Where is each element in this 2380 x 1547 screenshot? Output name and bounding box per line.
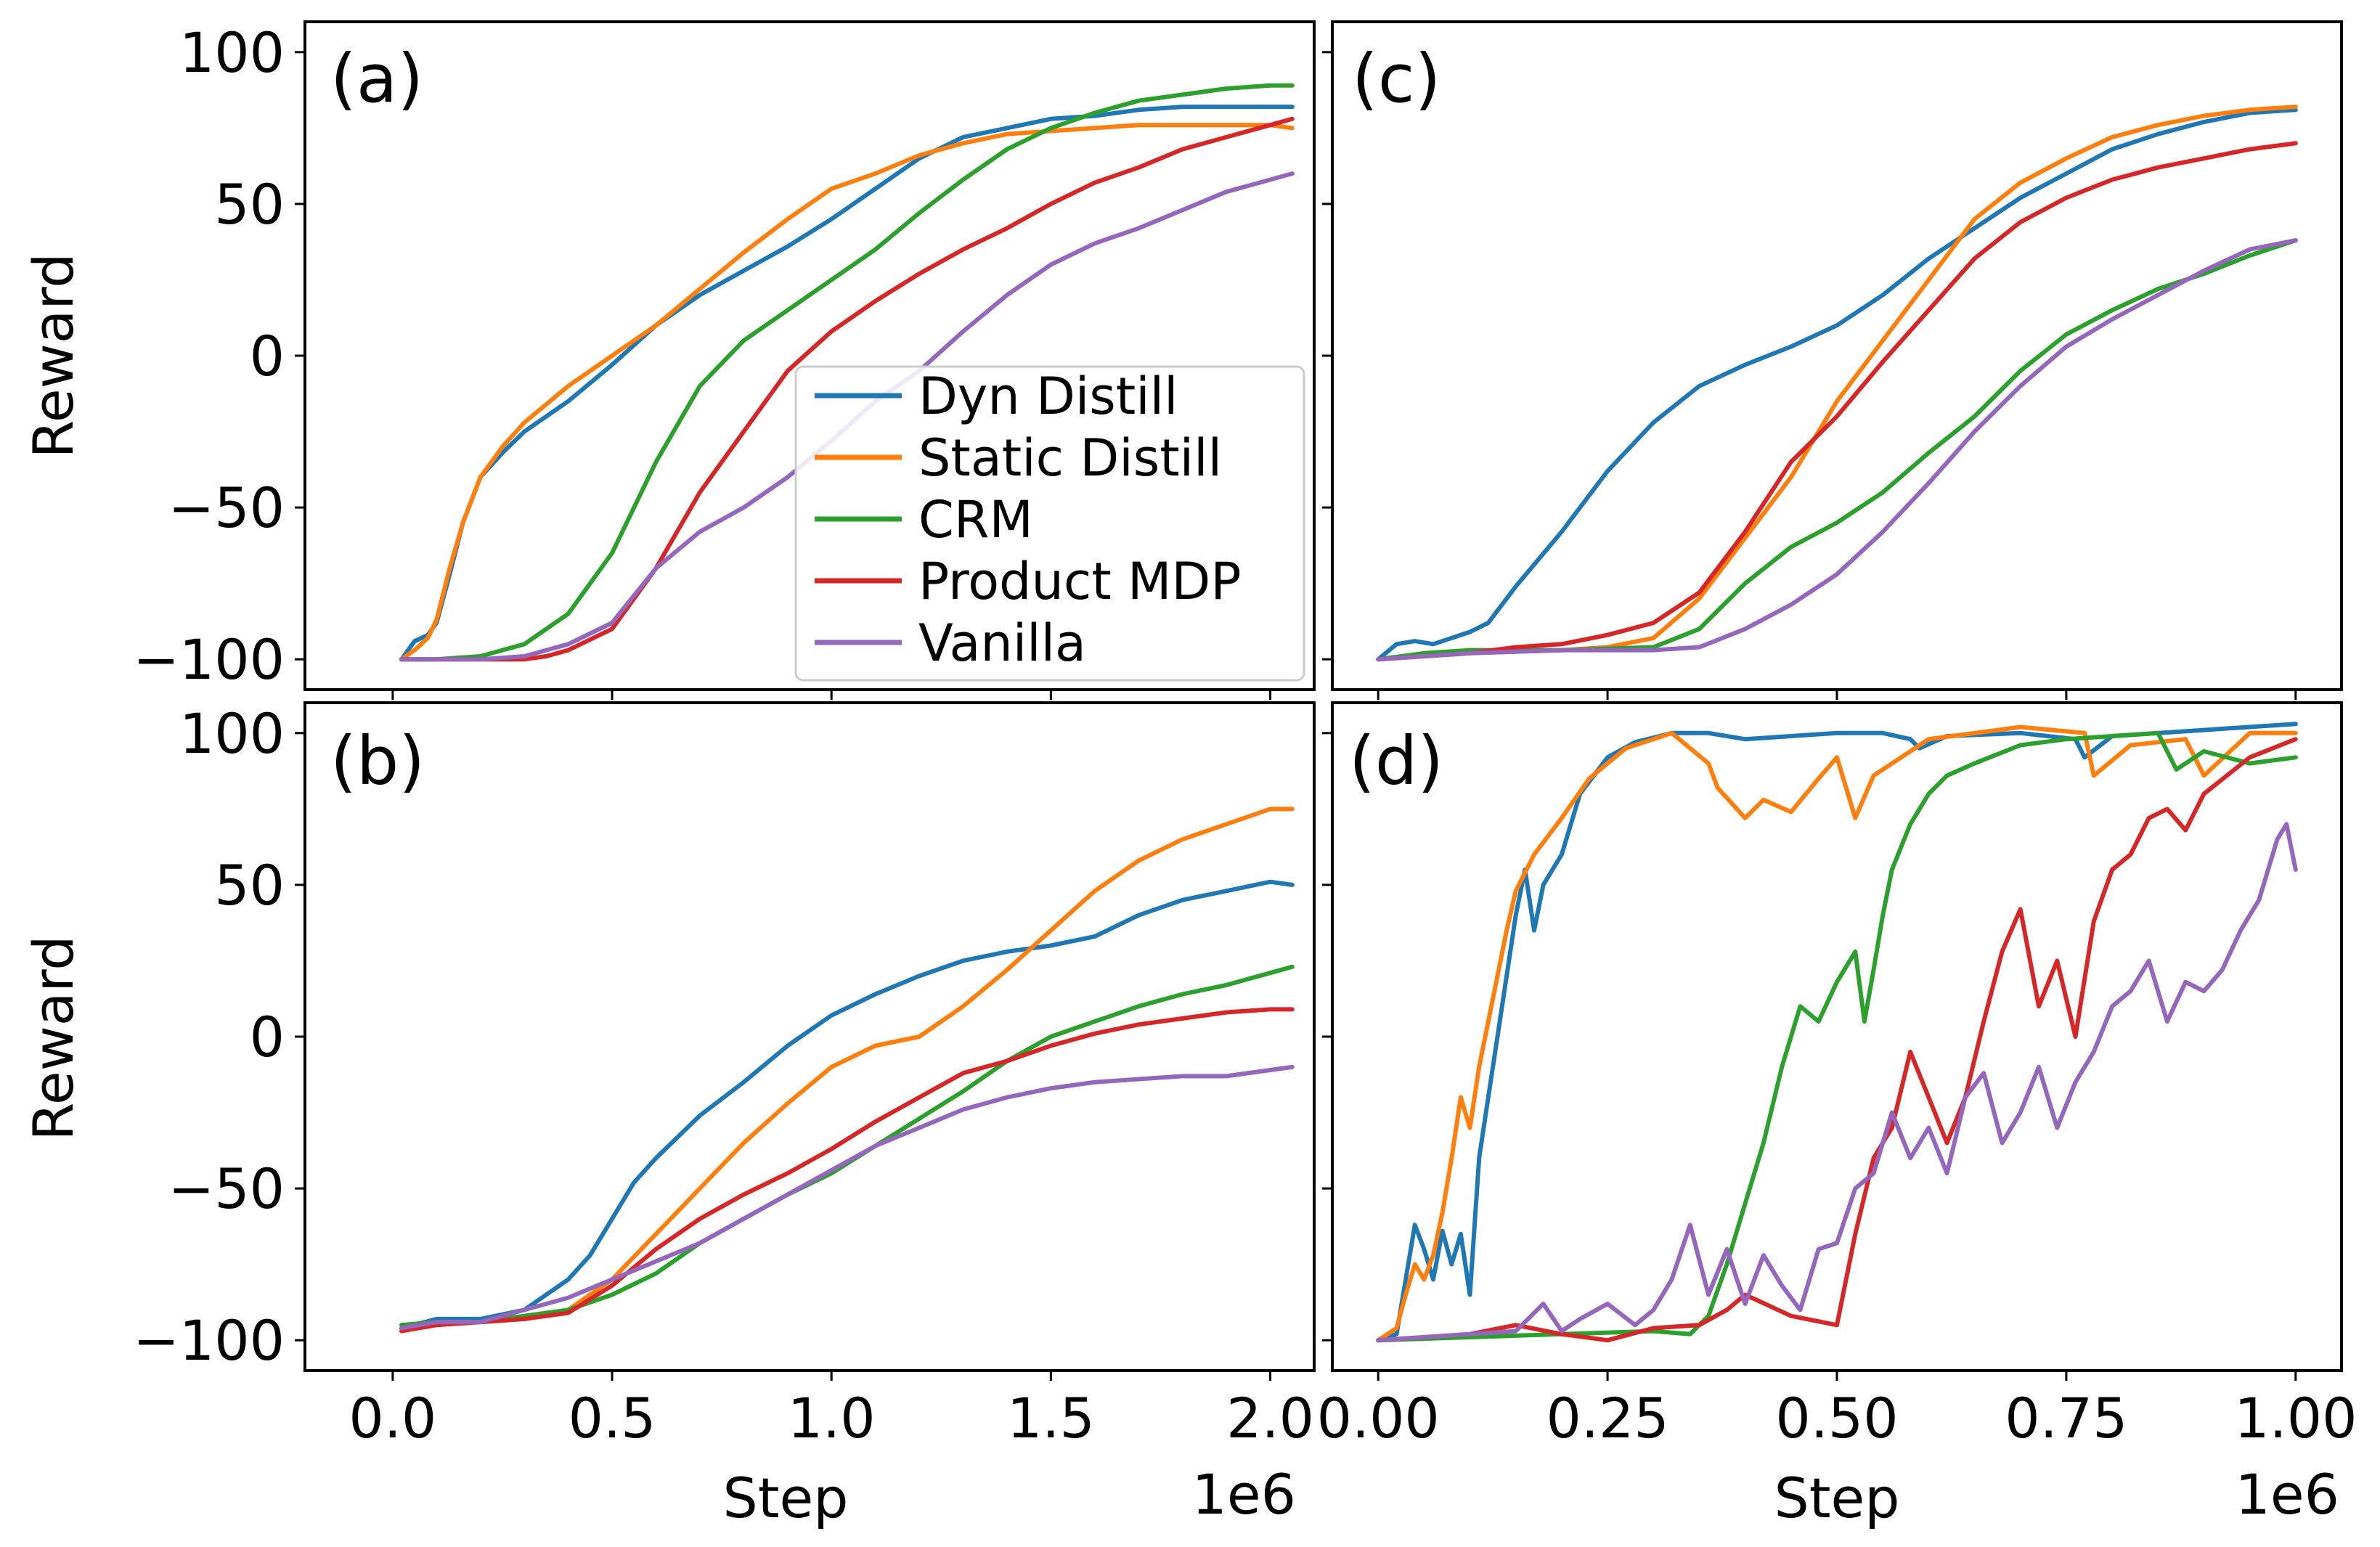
legend-label: CRM: [918, 490, 1033, 550]
x-tick-label: 1.5: [1007, 1386, 1095, 1450]
panel-b-label: (b): [330, 722, 425, 800]
panel-d: 0.00 0.25 0.50 0.75 1.00 (d) Step 1e6: [1317, 701, 2357, 1530]
series-line-vanilla: [1376, 238, 2298, 662]
x-tick-label: 0.5: [568, 1386, 656, 1450]
legend: Dyn Distill Static Distill CRM Product M…: [794, 365, 1305, 682]
y-tick-label: 50: [214, 853, 285, 918]
x-tick-label: 0.75: [2005, 1386, 2127, 1450]
x-tick-label: 2.0: [1226, 1386, 1314, 1450]
y-tick-label: 50: [214, 172, 285, 237]
panel-a-label: (a): [330, 40, 423, 118]
series-line-product-mdp: [399, 1007, 1295, 1334]
series-line-product-mdp: [399, 116, 1295, 662]
legend-label: Vanilla: [918, 613, 1086, 673]
legend-label: Dyn Distill: [918, 367, 1178, 426]
panel-c: (c): [1322, 20, 2343, 700]
series-line-dyn-distill: [1376, 107, 2298, 662]
series-line-dyn-distill: [399, 879, 1295, 1331]
x-tick-label: 1.00: [2234, 1386, 2357, 1450]
legend-label: Static Distill: [918, 428, 1222, 488]
y-tick-label: −100: [133, 627, 285, 692]
y-tick-label: 0: [250, 1005, 285, 1069]
y-tick-label: −100: [133, 1308, 285, 1373]
series-line-crm: [399, 83, 1295, 662]
legend-label: Product MDP: [918, 552, 1242, 611]
panel-c-label: (c): [1352, 40, 1440, 118]
panel-b-offset-text: 1e6: [1192, 1462, 1296, 1527]
panel-d-label: (d): [1349, 722, 1443, 800]
series-line-product-mdp: [1376, 737, 2298, 1343]
series-line-product-mdp: [1376, 141, 2298, 662]
legend-frame: [794, 365, 1305, 682]
x-tick-label: 0.0: [349, 1386, 436, 1450]
y-tick-label: 100: [179, 701, 285, 766]
y-tick-label: 0: [250, 324, 285, 388]
panel-a: −100 −50 0 50 100 (a) Reward: [21, 20, 1316, 700]
x-tick-label: 0.25: [1546, 1386, 1668, 1450]
x-tick-label: 0.00: [1317, 1386, 1440, 1450]
series-line-static-distill: [1376, 724, 2298, 1343]
series-line-vanilla: [399, 1064, 1295, 1331]
y-tick-label: 100: [179, 20, 285, 85]
panel-d-xlabel: Step: [1774, 1466, 1899, 1530]
y-tick-label: −50: [168, 1156, 285, 1221]
panel-d-offset-text: 1e6: [2236, 1462, 2339, 1527]
panel-b: 0.0 0.5 1.0 1.5 2.0 −100 −50 0 50 100 (b) Reward…: [21, 701, 1316, 1530]
series-line-vanilla: [1376, 822, 2298, 1343]
series-line-crm: [1376, 730, 2298, 1343]
panel-b-ylabel: Reward: [21, 935, 86, 1140]
panel-b-xlabel: Step: [722, 1466, 848, 1530]
x-tick-label: 0.50: [1775, 1386, 1898, 1450]
y-tick-label: −50: [168, 475, 285, 540]
x-tick-label: 1.0: [788, 1386, 876, 1450]
panel-a-ylabel: Reward: [21, 253, 86, 458]
series-line-static-distill: [399, 123, 1295, 662]
